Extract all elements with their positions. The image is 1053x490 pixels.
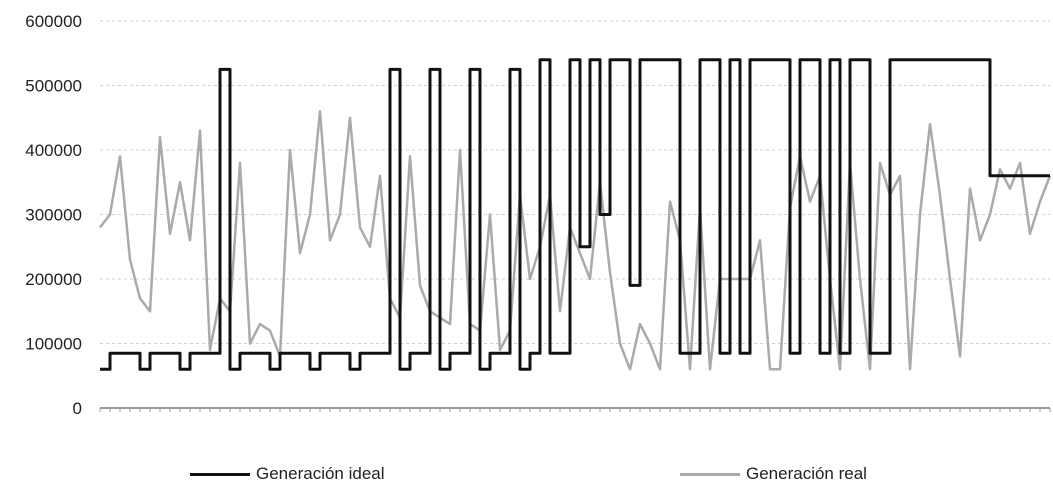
- y-tick-label: 100000: [25, 335, 82, 354]
- gridlines: [100, 20, 1050, 344]
- y-tick-label: 200000: [25, 270, 82, 289]
- legend-label-ideal: Generación ideal: [256, 464, 385, 483]
- legend-label-real: Generación real: [746, 464, 867, 483]
- y-tick-label: 500000: [25, 77, 82, 96]
- legend-swatch-ideal: [190, 472, 250, 476]
- y-tick-label: 300000: [25, 206, 82, 225]
- x-axis-ticks: [99, 408, 1051, 412]
- legend-item-ideal: Generación ideal: [190, 462, 385, 486]
- y-axis-ticks: 0 100000 200000 300000 400000 500000 600000: [25, 12, 82, 418]
- legend-item-real: Generación real: [680, 462, 867, 486]
- series-lines: [99, 58, 1052, 371]
- series-line-generacion-real: [99, 110, 1052, 371]
- y-tick-label: 400000: [25, 141, 82, 160]
- y-tick-label: 0: [73, 399, 82, 418]
- y-tick-label: 600000: [25, 12, 82, 31]
- legend-swatch-real: [680, 472, 740, 476]
- series-line-generacion-ideal: [100, 58, 1050, 371]
